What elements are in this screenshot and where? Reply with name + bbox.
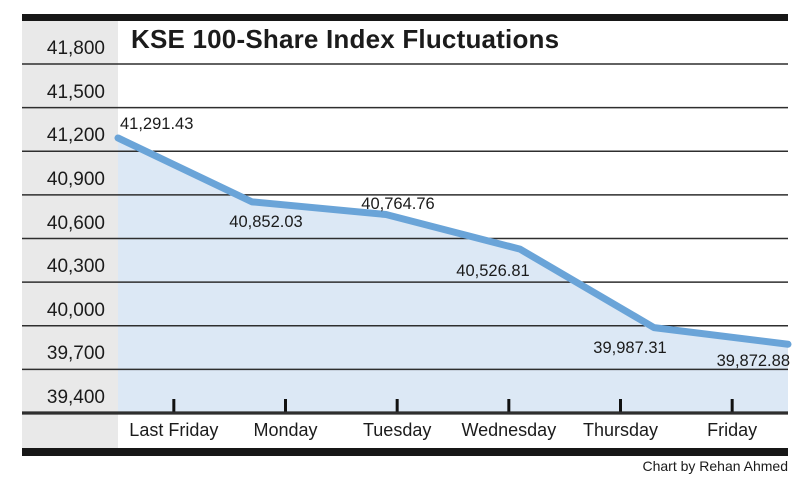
data-point-label: 39,987.31 bbox=[593, 338, 667, 357]
y-tick-label: 41,200 bbox=[46, 125, 105, 147]
data-point-label: 39,872.88 bbox=[716, 352, 790, 371]
data-point-label: 40,764.76 bbox=[361, 194, 435, 213]
y-tick-label: 41,500 bbox=[46, 81, 105, 103]
y-tick-label: 40,900 bbox=[46, 168, 105, 190]
y-axis-label-column bbox=[22, 21, 118, 448]
x-category-label: Friday bbox=[707, 420, 758, 440]
y-tick-label: 40,000 bbox=[46, 299, 105, 321]
x-category-label: Last Friday bbox=[129, 420, 219, 440]
x-category-label: Wednesday bbox=[461, 420, 557, 440]
x-category-label: Tuesday bbox=[362, 420, 432, 440]
data-point-label: 41,291.43 bbox=[120, 114, 194, 133]
top-border-bar bbox=[22, 14, 788, 21]
y-tick-label: 41,800 bbox=[46, 38, 105, 59]
bottom-border-bar bbox=[22, 448, 788, 456]
y-tick-label: 39,400 bbox=[46, 387, 105, 408]
index-line bbox=[114, 134, 792, 348]
y-tick-label: 39,700 bbox=[46, 343, 105, 365]
x-category-label: Thursday bbox=[582, 420, 659, 440]
data-point-label: 40,852.03 bbox=[229, 212, 303, 231]
y-tick-label: 40,300 bbox=[46, 256, 105, 278]
x-category-label: Monday bbox=[253, 420, 318, 440]
chart-title: KSE 100-Share Index Fluctuations bbox=[131, 24, 560, 54]
y-tick-label: 40,600 bbox=[46, 212, 105, 234]
data-point-label: 40,526.81 bbox=[456, 262, 530, 281]
area-fill bbox=[118, 137, 788, 413]
chart-credit: Chart by Rehan Ahmed bbox=[642, 458, 788, 474]
